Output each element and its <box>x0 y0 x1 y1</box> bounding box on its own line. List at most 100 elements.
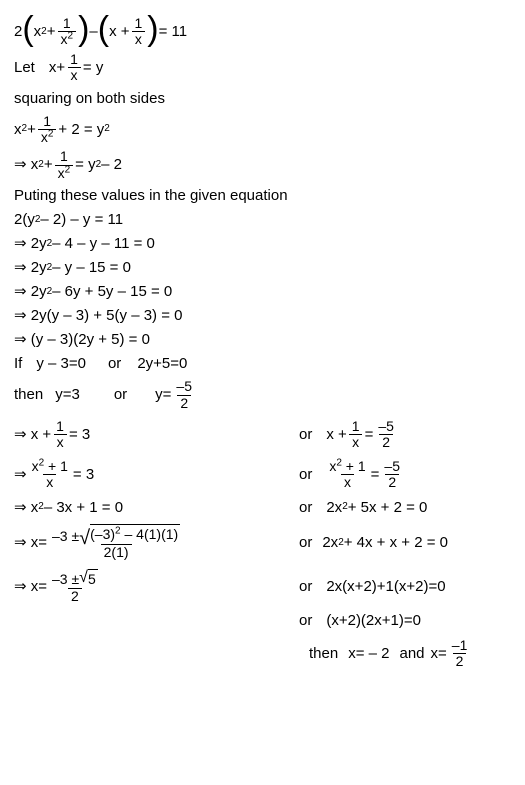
eq-line-2: Let x+ 1 x = y <box>14 52 511 84</box>
denominator: x <box>341 474 354 490</box>
text: and <box>399 643 424 665</box>
text: 2x <box>322 532 338 554</box>
eq-line-12: ⇒ (y – 3)(2y + 5) = 0 <box>14 329 511 351</box>
fraction: 1 x <box>132 16 146 48</box>
eq-line-6: Puting these values in the given equatio… <box>14 185 511 207</box>
text: squaring on both sides <box>14 88 165 110</box>
right-column: or 2x(x+2)+1(x+2)=0 <box>299 567 511 606</box>
text: + <box>47 21 56 43</box>
text: = <box>365 424 374 446</box>
text: – y – 15 = 0 <box>52 257 131 279</box>
numerator: 1 <box>349 419 363 434</box>
text: – 6y + 5y – 15 = 0 <box>52 281 172 303</box>
fraction: 1 x2 <box>38 114 57 146</box>
denominator: x2 <box>55 165 74 181</box>
paren-open: ( <box>98 16 109 43</box>
eq-line-7: 2(y2 – 2) – y = 11 <box>14 209 511 231</box>
text: x+ <box>49 57 65 79</box>
left-column: ⇒ x= –3 ± √ (–3)2 – 4(1)(1) 2(1) <box>14 524 299 560</box>
eq-line-8: ⇒ 2y2 – 4 – y – 11 = 0 <box>14 233 511 255</box>
left-column: ⇒ x2 + 1 x = 3 <box>14 459 299 491</box>
text: 2 <box>14 21 22 43</box>
eq-line-13: If y – 3=0 or 2y+5=0 <box>14 353 511 375</box>
text: = <box>371 464 380 486</box>
numerator: –3 ± √ (–3)2 – 4(1)(1) <box>49 524 183 544</box>
numerator: –5 <box>173 379 195 394</box>
text: ⇒ 2y <box>14 257 47 279</box>
text: then <box>309 643 338 665</box>
denominator: x <box>132 31 145 47</box>
numerator: x2 + 1 <box>326 459 368 474</box>
sqrt: √ (–3)2 – 4(1)(1) <box>79 524 180 544</box>
text: y – 3=0 <box>36 353 86 375</box>
denominator: 2 <box>177 395 191 411</box>
text: ⇒ 2y <box>14 281 47 303</box>
eq-row-r3: ⇒ x2 – 3x + 1 = 0 or 2x2 + 5x + 2 = 0 <box>14 494 511 520</box>
denominator: 2 <box>453 653 467 669</box>
text: or <box>299 610 312 632</box>
text: or <box>299 497 312 519</box>
text: or <box>108 353 121 375</box>
text: = 11 <box>159 21 188 43</box>
text: ⇒ (y – 3)(2y + 5) = 0 <box>14 329 150 351</box>
text: x <box>14 119 22 141</box>
text: ⇒ 2y <box>14 233 47 255</box>
text: – 3x + 1 = 0 <box>44 497 123 519</box>
text: or <box>299 464 312 486</box>
text: ⇒ x= <box>14 532 47 554</box>
text: or <box>299 424 312 446</box>
text: x= <box>431 643 447 665</box>
text: – 2 <box>101 154 122 176</box>
fraction: 1 x2 <box>55 149 74 181</box>
left-column <box>14 610 299 632</box>
fraction: –5 2 <box>375 419 397 451</box>
denominator: x <box>349 434 362 450</box>
numerator: –1 <box>449 638 471 653</box>
left-column: ⇒ x + 1 x = 3 <box>14 419 299 451</box>
text: or <box>114 384 127 406</box>
denominator: x2 <box>58 31 77 47</box>
radical-icon: √ <box>79 528 90 548</box>
right-column: or (x+2)(2x+1)=0 <box>299 610 511 632</box>
paren-close: ) <box>147 16 158 43</box>
numerator: –3 ± √ 5 <box>49 569 101 588</box>
denominator: 2(1) <box>101 544 132 560</box>
text: x + <box>109 21 129 43</box>
fraction: 1 x <box>67 52 81 84</box>
radicand: (–3)2 – 4(1)(1) <box>90 524 180 543</box>
text: + 2 = y <box>58 119 104 141</box>
radicand: 5 <box>88 569 98 588</box>
right-column: or 2x2 + 4x + x + 2 = 0 <box>299 522 511 562</box>
left-column: ⇒ x2 – 3x + 1 = 0 <box>14 496 299 518</box>
text: = y <box>83 57 103 79</box>
text: 2(y <box>14 209 35 231</box>
fraction: –1 2 <box>449 638 471 670</box>
eq-row-r6: or (x+2)(2x+1)=0 <box>14 608 511 634</box>
text: ⇒ <box>14 464 27 486</box>
text: ⇒ x + <box>14 424 51 446</box>
denominator: 2 <box>385 474 399 490</box>
eq-row-r7: then x= – 2 and x= –1 2 <box>14 634 511 674</box>
sqrt: √ 5 <box>79 569 98 588</box>
text: then <box>14 384 43 406</box>
text: ⇒ x <box>14 154 38 176</box>
text: 2x(x+2)+1(x+2)=0 <box>326 576 445 598</box>
text: ⇒ 2y(y – 3) + 5(y – 3) = 0 <box>14 305 182 327</box>
text: or <box>299 576 312 598</box>
text: x + <box>326 424 346 446</box>
text: – 4 – y – 11 = 0 <box>52 233 155 255</box>
fraction: –5 2 <box>381 459 403 491</box>
numerator: 1 <box>53 419 67 434</box>
right-column: or x + 1 x = –5 2 <box>299 419 511 451</box>
text: – 2) – y = 11 <box>40 209 123 231</box>
eq-line-4: x2 + 1 x2 + 2 = y2 <box>14 114 511 146</box>
text: 2y+5=0 <box>137 353 187 375</box>
eq-line-5: ⇒ x2 + 1 x2 = y2 – 2 <box>14 149 511 181</box>
text: + <box>44 154 53 176</box>
eq-line-9: ⇒ 2y2 – y – 15 = 0 <box>14 257 511 279</box>
eq-row-r2: ⇒ x2 + 1 x = 3 or x2 + 1 x = –5 2 <box>14 455 511 495</box>
eq-line-3: squaring on both sides <box>14 88 511 110</box>
right-column: then x= – 2 and x= –1 2 <box>299 638 511 670</box>
text: = y <box>75 154 95 176</box>
denominator: x <box>68 67 81 83</box>
